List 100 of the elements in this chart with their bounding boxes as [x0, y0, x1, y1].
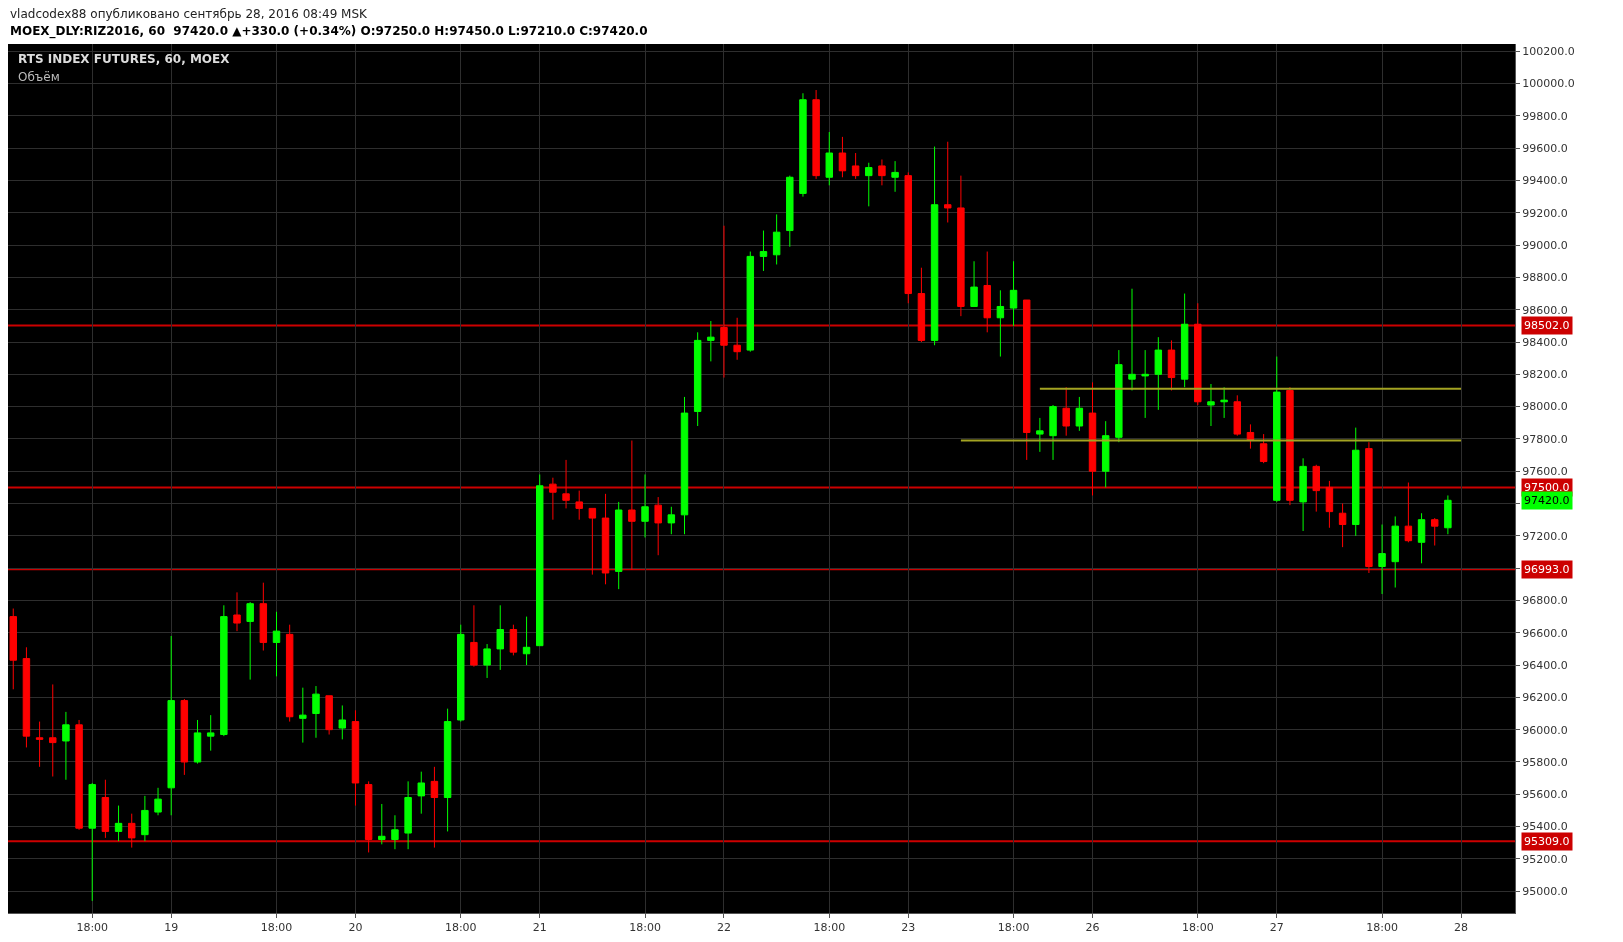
candlestick — [206, 714, 215, 752]
y-tick-label: 95000.0 — [1522, 885, 1568, 899]
candlestick — [338, 704, 347, 740]
candlestick — [957, 175, 965, 317]
candlestick — [114, 805, 123, 842]
y-tick-label: 99600.0 — [1522, 142, 1568, 156]
y-tick-label: 95600.0 — [1522, 788, 1568, 802]
candlestick — [193, 719, 202, 765]
candlestick — [1128, 288, 1136, 391]
candlestick — [786, 175, 794, 248]
y-tick-label: 98400.0 — [1522, 335, 1568, 349]
candlestick — [443, 708, 452, 832]
candlestick — [378, 803, 386, 845]
x-tick-label: 18:00 — [1181, 921, 1214, 935]
x-tick-label: 18:00 — [629, 921, 661, 935]
candlestick — [272, 611, 281, 677]
candlestick — [641, 473, 649, 538]
candlestick — [996, 289, 1005, 358]
annotation: Объём — [18, 70, 60, 84]
ref-line-label: 98502.0 — [1524, 319, 1570, 332]
candlestick — [522, 616, 531, 666]
y-tick-label: 96400.0 — [1522, 658, 1568, 672]
candlestick — [496, 604, 504, 671]
candlestick — [614, 501, 623, 590]
y-tick-label: 97600.0 — [1522, 465, 1568, 479]
x-tick-label: 18:00 — [444, 921, 477, 935]
y-tick-label: 96800.0 — [1522, 594, 1568, 608]
y-tick-label: 99800.0 — [1522, 109, 1568, 123]
candlestick — [483, 643, 491, 679]
candlestick — [1417, 512, 1426, 564]
ref-line-label: 97500.0 — [1524, 481, 1570, 494]
candlestick — [970, 260, 978, 307]
candlestick — [141, 795, 149, 842]
candlestick — [1049, 404, 1057, 461]
x-tick-label: 19 — [164, 921, 179, 935]
y-tick-label: 97800.0 — [1522, 432, 1568, 446]
candlestick — [101, 779, 110, 839]
candlestick — [904, 171, 912, 304]
candlestick — [470, 604, 478, 668]
x-tick-label: 20 — [348, 921, 363, 935]
candlestick — [1207, 383, 1215, 427]
candlestick — [1101, 420, 1110, 488]
candlestick — [812, 89, 820, 180]
ref-line-label: 95309.0 — [1524, 835, 1570, 848]
candlestick — [22, 646, 31, 748]
text: RTS INDEX FUTURES, 60, MOEX — [18, 52, 231, 66]
candlestick — [851, 152, 860, 180]
candlestick — [233, 591, 241, 632]
y-tick-label: 99200.0 — [1522, 206, 1568, 220]
text: vladcodex88 опубликовано сентябрь 28, 2016 08:49 MSK — [10, 7, 369, 21]
candlestick — [588, 507, 597, 576]
candlestick — [746, 251, 755, 353]
candlestick — [1167, 339, 1176, 391]
candlestick — [1430, 517, 1439, 547]
candlestick — [799, 92, 807, 198]
candlestick — [154, 787, 162, 816]
candlestick — [562, 459, 570, 509]
candlestick — [49, 683, 57, 778]
y-tick-label: 95400.0 — [1522, 820, 1568, 834]
candlestick — [680, 396, 689, 535]
candlestick — [944, 141, 952, 223]
candlestick — [325, 695, 333, 736]
x-tick-label: 23 — [901, 921, 916, 935]
candlestick — [299, 687, 307, 744]
y-tick-label: 96200.0 — [1522, 691, 1568, 705]
x-tick-label: 18:00 — [260, 921, 293, 935]
candlestick — [35, 721, 44, 768]
x-tick-label: 18:00 — [813, 921, 846, 935]
candlestick — [838, 136, 847, 178]
candlestick — [404, 780, 412, 850]
candlestick — [1259, 433, 1268, 464]
candlestick — [1444, 494, 1452, 535]
x-tick-label: 21 — [532, 921, 547, 935]
candlestick — [1233, 394, 1242, 437]
candlestick — [417, 771, 425, 815]
x-tick-label: 22 — [716, 921, 731, 935]
candlestick — [259, 582, 268, 652]
candlestick — [667, 506, 676, 535]
y-tick-label: 96000.0 — [1522, 723, 1568, 737]
candlestick — [1075, 396, 1084, 432]
candlestick — [1194, 302, 1202, 406]
y-tick-label: 99000.0 — [1522, 238, 1568, 252]
candlestick — [9, 608, 17, 690]
candlestick — [457, 624, 465, 723]
candlestick — [1299, 457, 1307, 532]
candlestick — [62, 711, 70, 781]
x-tick-label: 18:00 — [76, 921, 109, 935]
candlestick — [759, 230, 768, 272]
candlestick — [364, 780, 373, 853]
candlestick — [1273, 356, 1281, 503]
x-tick-label: 26 — [1085, 921, 1100, 935]
candlestick — [351, 709, 360, 807]
candlestick — [1325, 480, 1334, 529]
candlestick — [1391, 515, 1399, 589]
candlestick — [1062, 386, 1070, 437]
candlestick — [825, 131, 834, 186]
candlestick — [707, 320, 715, 362]
candlestick — [891, 160, 899, 193]
candlestick — [1404, 482, 1413, 543]
candlestick — [878, 158, 886, 186]
